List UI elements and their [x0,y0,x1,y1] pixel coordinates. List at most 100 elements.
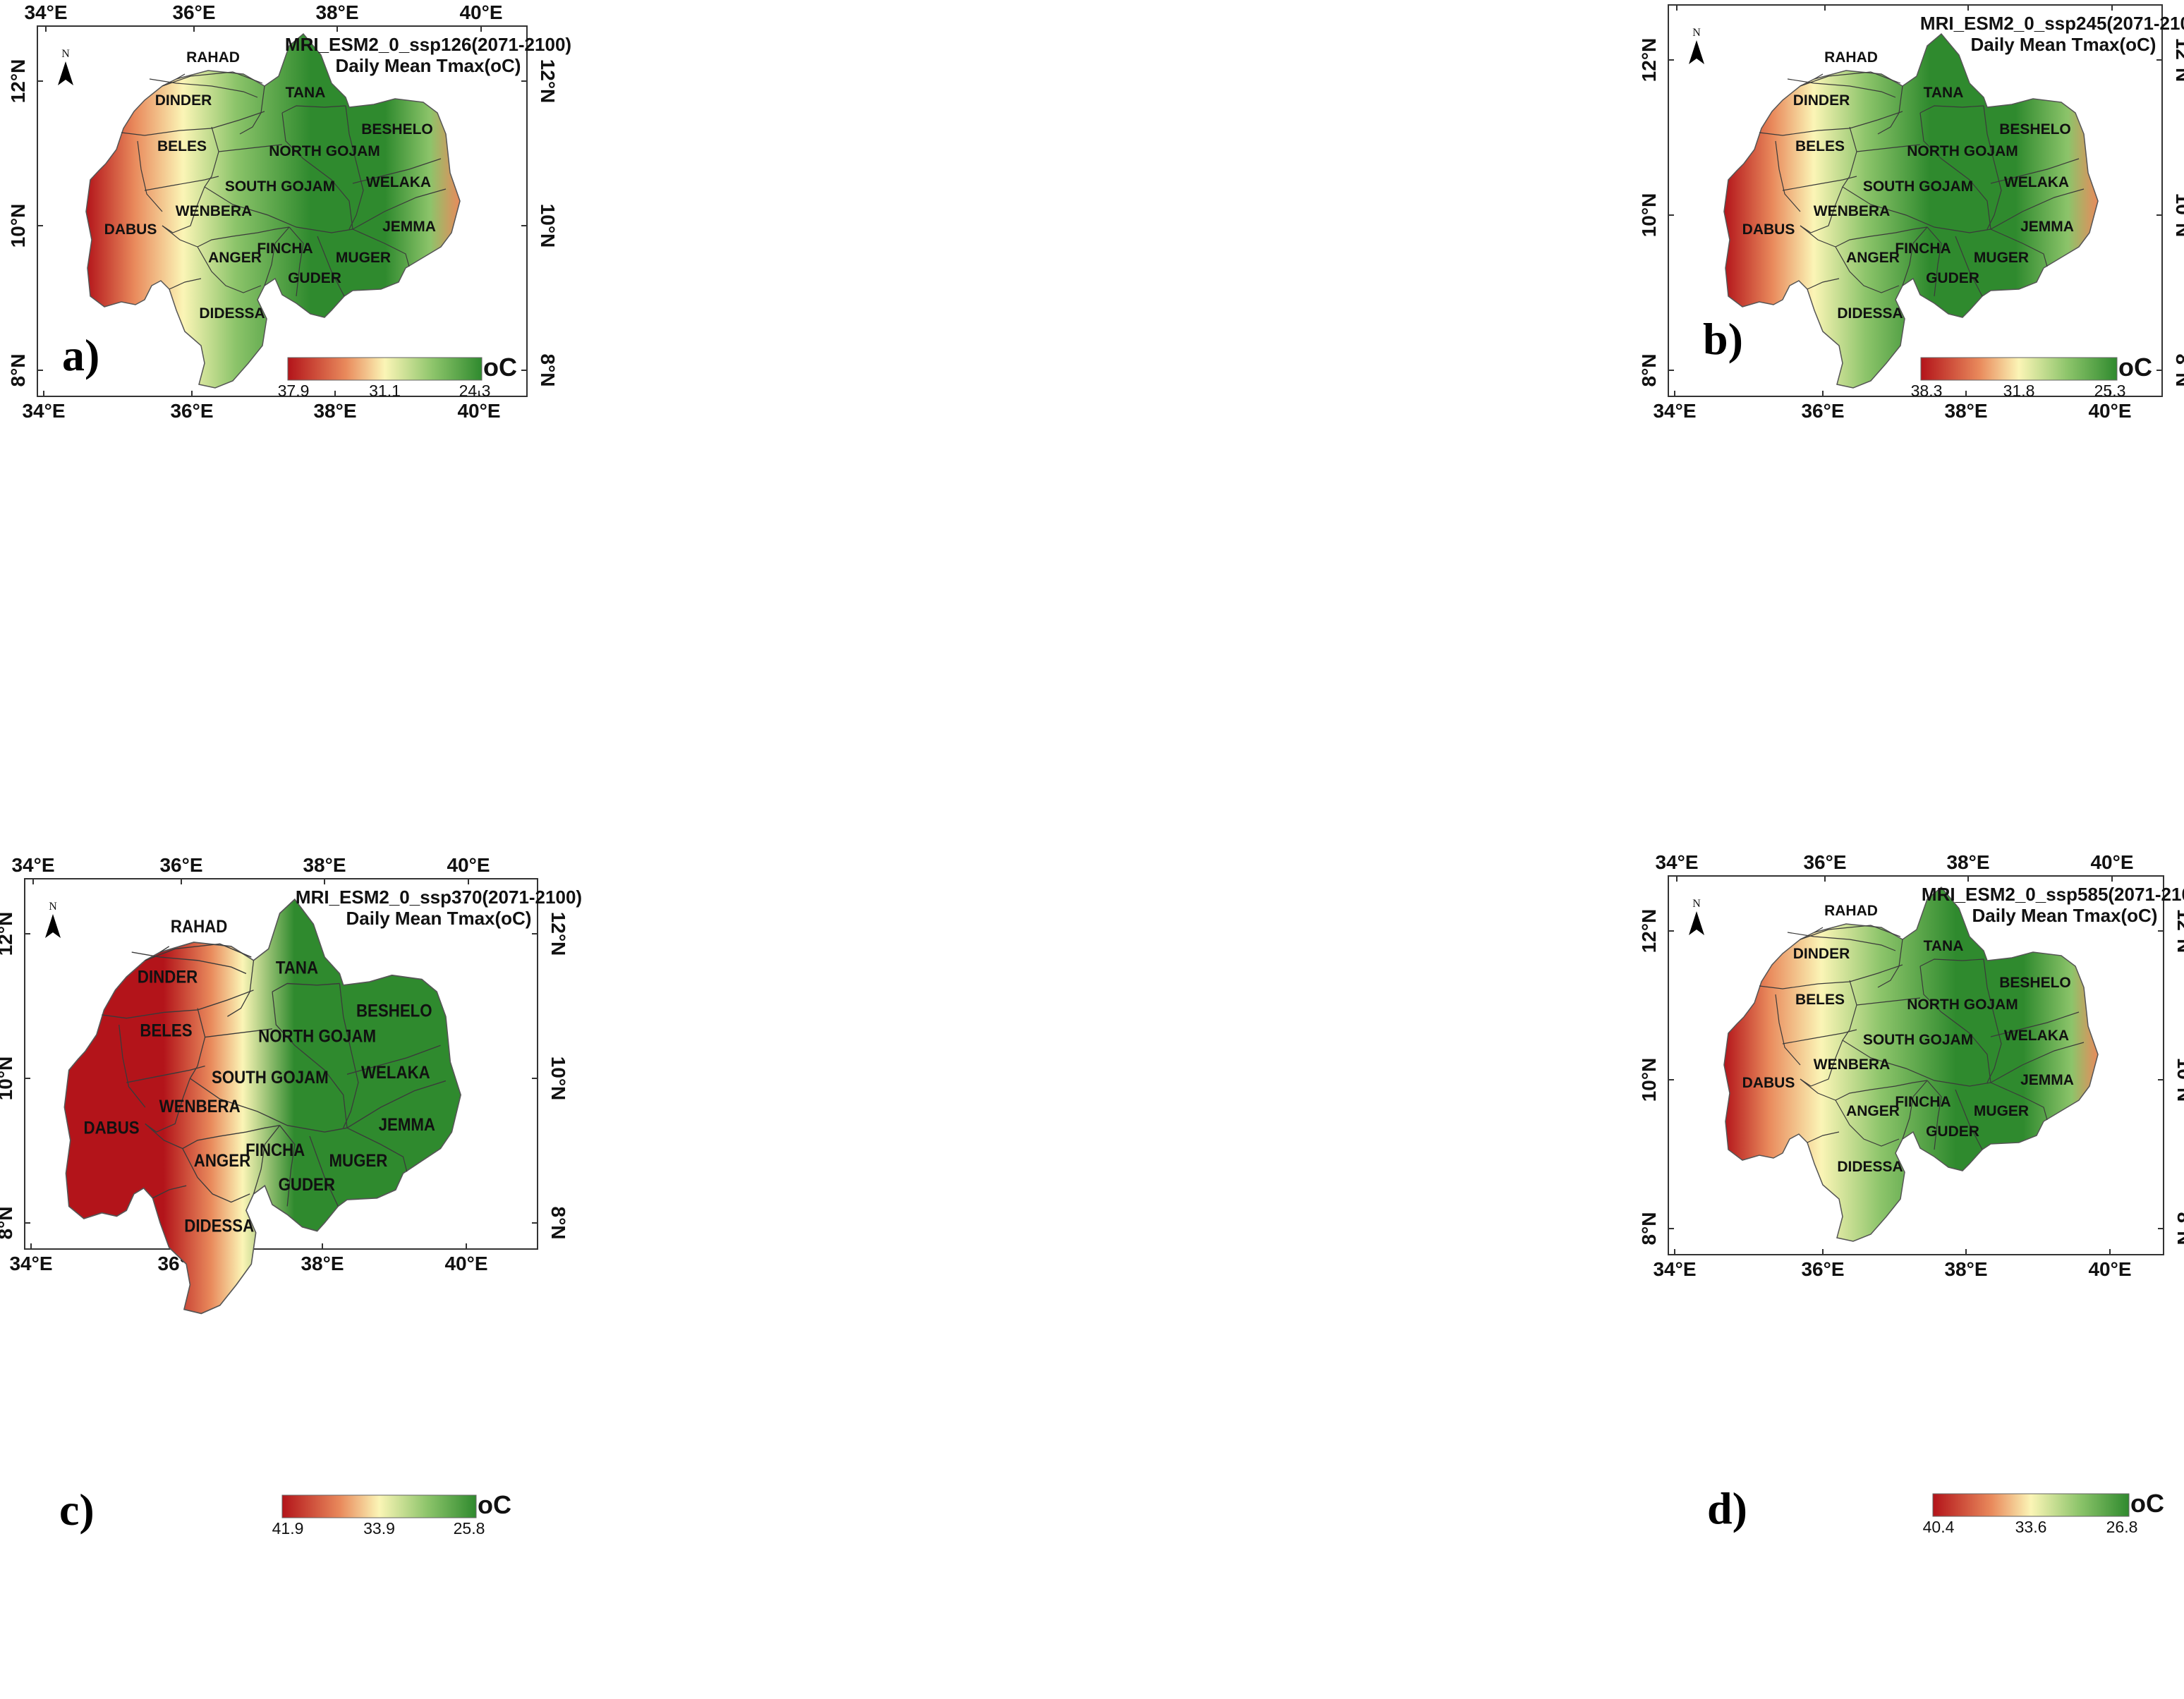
basin-label: DIDESSA [1837,305,1903,322]
basin-label: NORTH GOJAM [258,1027,376,1046]
axis-right-tick: 12°N [547,912,569,956]
basin-label: MUGER [1974,1103,2029,1119]
basin-label: GUDER [288,270,341,286]
map-subtitle: Daily Mean Tmax(oC) [346,908,532,929]
basin-label: BESHELO [356,1001,432,1020]
sub-basin-boundary [1835,1080,1928,1101]
sub-basin-boundary [1919,105,1984,114]
basin-label: RAHAD [1824,903,1878,919]
basin-label: DABUS [1742,1075,1795,1091]
axis-bottom-tick: 36°E [1801,400,1844,422]
sub-basin-boundary [1842,186,1991,233]
basin-label: ANGER [194,1151,250,1170]
sub-basin-boundary [1919,112,1991,230]
sub-basin-boundary [1990,1082,2048,1121]
sub-basin-boundary [152,1185,187,1199]
sub-basin-boundary [1955,236,1983,297]
basin-label: BESHELO [1999,121,2071,138]
basin-label: WELAKA [361,1063,430,1082]
sub-basin-boundary [1759,111,1903,136]
sub-basin-boundary [1902,226,1928,286]
legend-unit: oC [483,353,517,382]
sub-basin-boundary [131,951,247,975]
sub-basin-boundary [1835,246,1900,293]
legend-value-min: 26.8 [2106,1518,2138,1536]
sub-basin-boundary [1877,85,1903,135]
sub-basin-boundary [346,1080,447,1128]
map-title: MRI_ESM2_0_ssp370(2071-2100) [296,887,582,908]
north-arrow-label: N [49,901,57,913]
sub-basin-boundary [204,186,353,233]
legend-value-max: 37.9 [278,382,310,400]
legend-value-mid: 31.1 [369,382,401,400]
legend-color-ramp [1920,357,2118,381]
sub-basin-boundary [1856,144,1921,152]
sub-basin-boundary [1787,932,1896,951]
north-arrow-icon [1689,911,1704,935]
basin-label: JEMMA [379,1115,435,1134]
basin-label: GUDER [1926,270,1979,286]
legend-color-ramp [1932,1493,2130,1517]
north-arrow-icon [45,914,61,938]
sub-basin-boundary [309,1135,339,1207]
basin-label: TANA [286,85,326,101]
basin-label: FINCHA [1895,1094,1951,1110]
axis-top-tick: 38°E [303,854,346,876]
axis-top-tick: 38°E [1946,0,1989,2]
sub-basin-boundary [1835,226,1928,248]
axis-bottom-tick: 36°E [1801,1258,1844,1280]
basin-map: RAHAD DINDER BELES DABUS WENBERA TANA NORTH GO… [1723,32,2099,389]
basin-label: ANGER [208,250,262,266]
legend-value-min: 25.8 [454,1519,485,1537]
axis-bottom-tick: 34°E [9,1253,52,1274]
sub-basin-boundary [1842,1040,1991,1087]
sub-basin-boundary [1800,225,1836,248]
basin-label: BELES [140,1021,192,1040]
legend-value-min: 25.3 [2094,382,2126,400]
basin-label: MUGER [336,250,391,266]
legend-value-mid: 31.8 [2003,382,2035,400]
sub-basin-boundary [1787,78,1896,98]
basin-label: FINCHA [1895,240,1951,257]
basin-label: TANA [1924,938,1964,954]
basin-label: WELAKA [2004,174,2069,190]
legend-value-min: 24.3 [459,382,491,400]
sub-basin-boundary [149,78,258,98]
basin-label: JEMMA [2020,219,2074,235]
axis-top-tick: 36°E [172,1,215,23]
basin-label: WENBERA [176,203,253,219]
sub-basin-boundary [1983,958,2002,1083]
sub-basin-boundary [1807,278,1840,290]
map-subtitle: Daily Mean Tmax(oC) [336,55,521,76]
sub-basin-boundary [1990,158,2080,184]
basin-label: BELES [157,138,207,154]
sub-basin-boundary [1800,1078,1836,1101]
basin-label: SOUTH GOJAM [212,1068,329,1087]
axis-top-tick: 40°E [2090,0,2133,2]
north-arrow-label: N [61,48,70,60]
sub-basin-boundary [1800,980,1857,1087]
sub-basin-boundary [182,1125,280,1150]
sub-basin-boundary [339,983,359,1128]
axis-left-tick: 10°N [1638,193,1660,238]
axis-right-tick: 12°N [537,59,559,104]
sub-basin-boundary [1800,925,1901,940]
axis-bottom-tick: 38°E [313,400,356,422]
axis-top-tick: 34°E [1655,851,1698,873]
axis-bottom-tick: 40°E [2088,1258,2131,1280]
sub-basin-boundary [1807,1131,1840,1143]
axis-left-tick: 8°N [1638,1212,1660,1246]
sub-basin-boundary [182,1148,250,1203]
sub-basin-boundary [1775,994,1801,1066]
basin-label: WENBERA [159,1097,241,1116]
basin-label: WELAKA [2004,1028,2069,1044]
sub-basin-boundary [1902,1080,1928,1140]
basin-label: NORTH GOJAM [269,143,380,159]
sub-basin-boundary [1814,73,1824,80]
sub-basin-boundary [169,278,202,290]
basin-label: BESHELO [361,121,433,138]
basin-map: RAHAD DINDER BELES DABUS WENBERA TANA NORTH GO… [1723,886,2099,1242]
basin-label: SOUTH GOJAM [1863,178,1973,195]
